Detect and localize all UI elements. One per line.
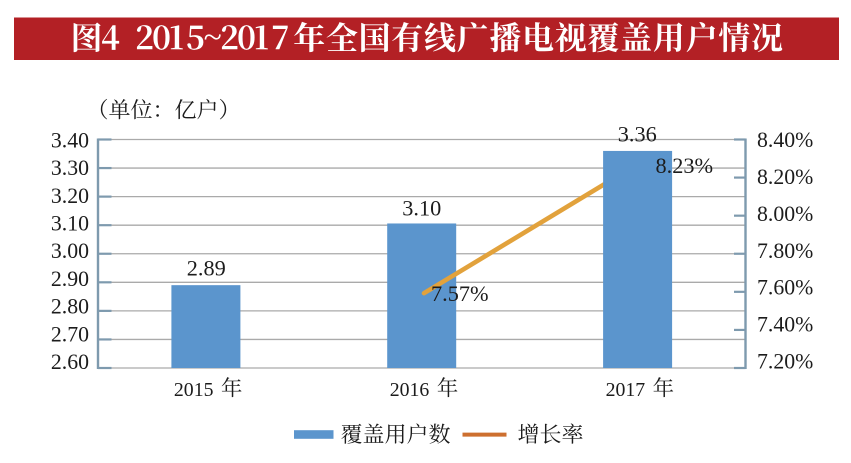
svg-text:2015: 2015: [174, 379, 214, 401]
svg-text:3.10: 3.10: [402, 196, 441, 221]
svg-text:2.90: 2.90: [51, 267, 89, 291]
svg-text:3.36: 3.36: [618, 122, 657, 147]
svg-text:3.00: 3.00: [51, 239, 89, 263]
svg-text:2.80: 2.80: [51, 295, 89, 319]
svg-text:8.23%: 8.23%: [656, 153, 714, 178]
svg-text:7.20%: 7.20%: [757, 349, 813, 373]
svg-text:2.89: 2.89: [187, 255, 226, 280]
svg-text:3.10: 3.10: [51, 212, 89, 236]
svg-text:7.57%: 7.57%: [431, 281, 489, 306]
svg-text:8.40%: 8.40%: [757, 128, 813, 152]
svg-text:2.70: 2.70: [51, 322, 89, 346]
svg-text:2.60: 2.60: [51, 350, 89, 374]
svg-text:7.60%: 7.60%: [757, 276, 813, 300]
svg-text:3.20: 3.20: [51, 184, 89, 208]
svg-text:7.80%: 7.80%: [757, 239, 813, 263]
svg-text:3.30: 3.30: [51, 156, 89, 180]
svg-text:2016: 2016: [390, 379, 430, 401]
svg-text:3.40: 3.40: [51, 128, 89, 152]
svg-text:2017: 2017: [606, 379, 646, 401]
svg-text:8.20%: 8.20%: [757, 165, 813, 189]
svg-text:7.40%: 7.40%: [757, 312, 813, 336]
svg-text:8.00%: 8.00%: [757, 202, 813, 226]
